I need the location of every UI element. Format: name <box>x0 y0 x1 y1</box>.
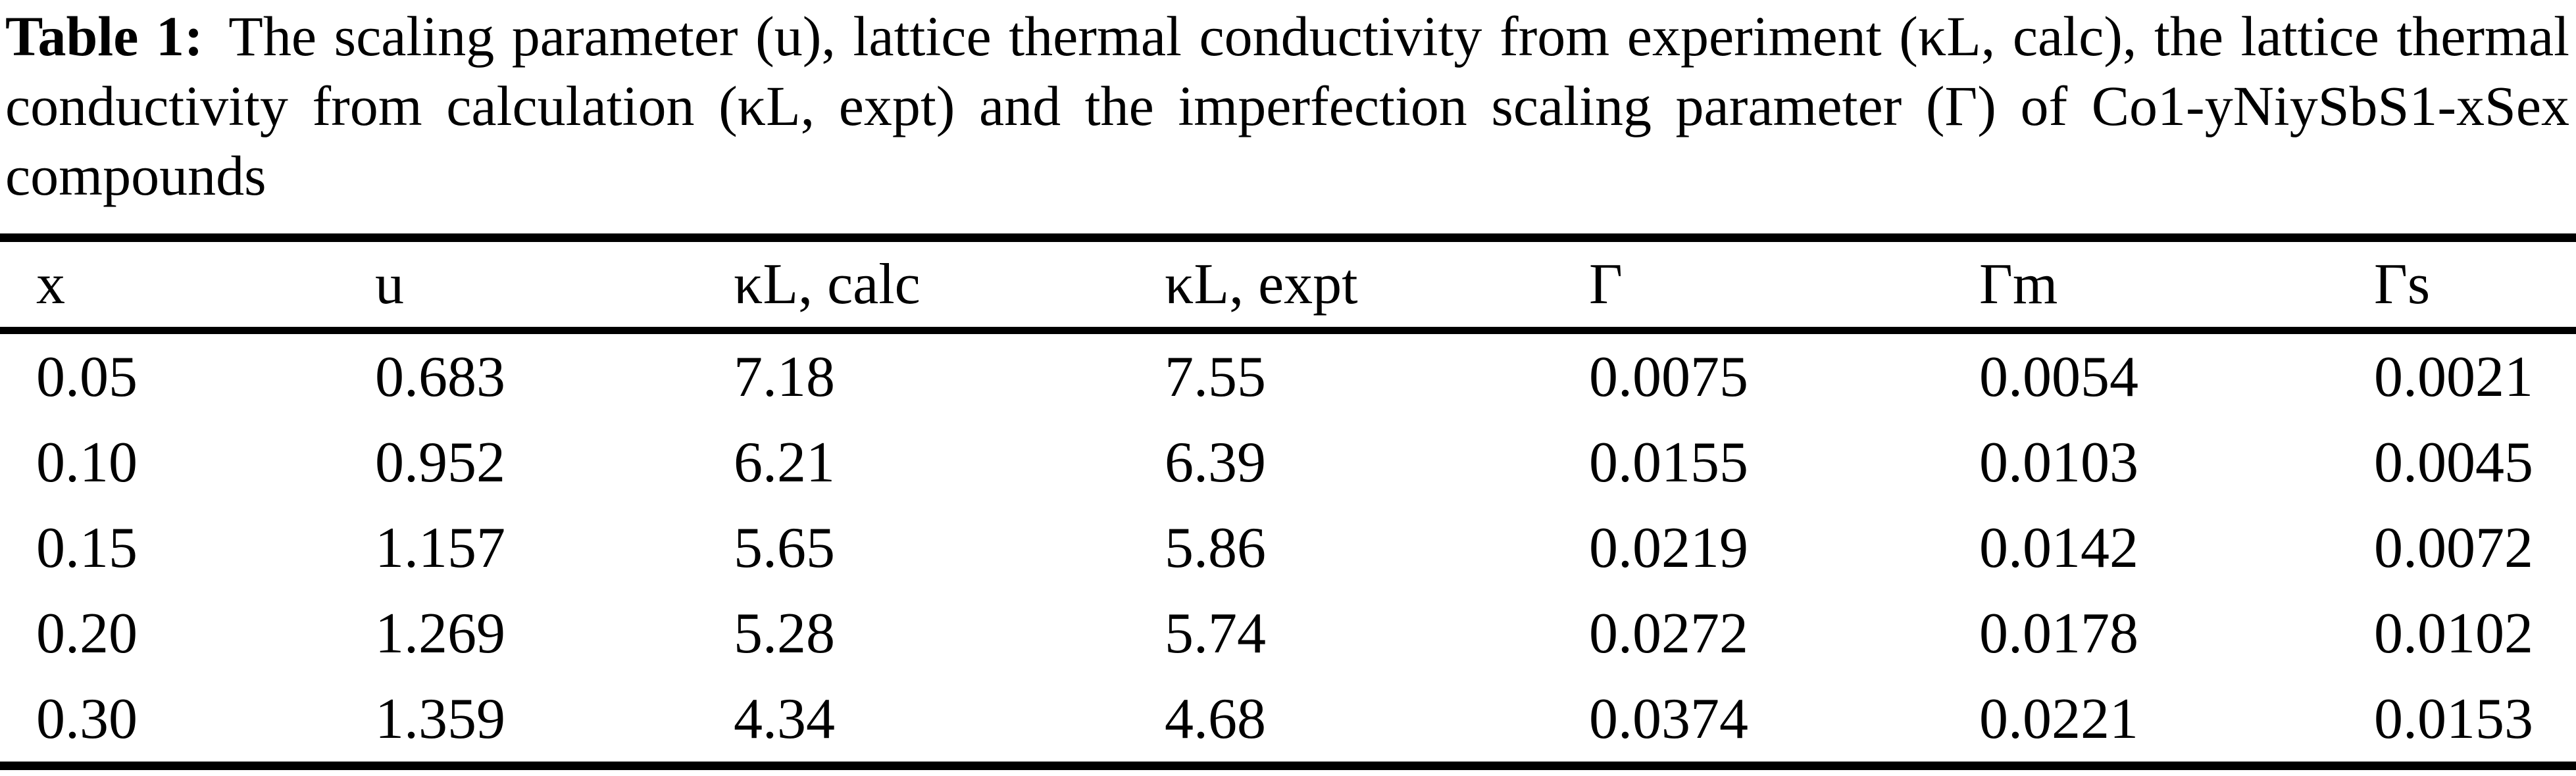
cell-kl-calc: 6.21 <box>734 430 835 495</box>
table-row: 0.05 0.683 7.18 7.55 0.0075 0.0054 0.002… <box>0 334 2576 420</box>
data-table: x u κL, calc κL, expt Γ Γm Γs 0.05 0.683… <box>0 233 2576 770</box>
cell-kl-expt: 4.68 <box>1165 687 1266 751</box>
cell-gamma-m: 0.0142 <box>1979 516 2138 580</box>
caption-line-2: conductivity from calculation (κL, expt)… <box>5 74 2569 137</box>
cell-u: 0.952 <box>375 430 505 495</box>
caption-line-1-text: The scaling parameter (u), lattice therm… <box>228 5 2570 68</box>
cell-u: 1.269 <box>375 601 505 666</box>
cell-u: 0.683 <box>375 345 505 409</box>
table-row: 0.30 1.359 4.34 4.68 0.0374 0.0221 0.015… <box>0 676 2576 762</box>
col-header-gamma-s: Γs <box>2374 253 2431 316</box>
cell-gamma: 0.0272 <box>1589 601 1748 666</box>
table-row: 0.15 1.157 5.65 5.86 0.0219 0.0142 0.007… <box>0 505 2576 591</box>
table-caption: Table 1: The scaling parameter (u), latti… <box>0 0 2576 210</box>
cell-x: 0.15 <box>36 516 138 580</box>
cell-u: 1.359 <box>375 687 505 751</box>
col-header-x: x <box>36 253 65 316</box>
cell-kl-calc: 7.18 <box>734 345 835 409</box>
col-header-gamma-m: Γm <box>1979 253 2058 316</box>
cell-gamma-s: 0.0045 <box>2374 430 2533 495</box>
cell-gamma-m: 0.0178 <box>1979 601 2138 666</box>
cell-u: 1.157 <box>375 516 505 580</box>
cell-gamma: 0.0075 <box>1589 345 1748 409</box>
caption-line-3: compounds <box>5 144 266 207</box>
cell-kl-calc: 5.28 <box>734 601 835 666</box>
cell-x: 0.05 <box>36 345 138 409</box>
cell-x: 0.10 <box>36 430 138 495</box>
cell-gamma-s: 0.0021 <box>2374 345 2533 409</box>
table-row: 0.10 0.952 6.21 6.39 0.0155 0.0103 0.004… <box>0 420 2576 505</box>
cell-gamma-m: 0.0221 <box>1979 687 2138 751</box>
cell-gamma-m: 0.0103 <box>1979 430 2138 495</box>
cell-gamma: 0.0155 <box>1589 430 1748 495</box>
table-header-row: x u κL, calc κL, expt Γ Γm Γs <box>0 242 2576 334</box>
cell-gamma-s: 0.0072 <box>2374 516 2533 580</box>
caption-line-1: Table 1: The scaling parameter (u), latti… <box>5 1 2569 71</box>
col-header-gamma: Γ <box>1589 253 1623 316</box>
cell-kl-calc: 4.34 <box>734 687 835 751</box>
cell-x: 0.20 <box>36 601 138 666</box>
cell-kl-calc: 5.65 <box>734 516 835 580</box>
table-row: 0.20 1.269 5.28 5.74 0.0272 0.0178 0.010… <box>0 591 2576 676</box>
cell-kl-expt: 5.74 <box>1165 601 1266 666</box>
table-number-label: Table 1: <box>5 5 203 68</box>
cell-kl-expt: 5.86 <box>1165 516 1266 580</box>
cell-gamma-s: 0.0102 <box>2374 601 2533 666</box>
cell-gamma-s: 0.0153 <box>2374 687 2533 751</box>
cell-kl-expt: 6.39 <box>1165 430 1266 495</box>
cell-kl-expt: 7.55 <box>1165 345 1266 409</box>
col-header-kl-calc: κL, calc <box>734 253 921 316</box>
cell-gamma: 0.0374 <box>1589 687 1748 751</box>
cell-x: 0.30 <box>36 687 138 751</box>
col-header-kl-expt: κL, expt <box>1165 253 1358 316</box>
col-header-u: u <box>375 253 404 316</box>
cell-gamma-m: 0.0054 <box>1979 345 2138 409</box>
cell-gamma: 0.0219 <box>1589 516 1748 580</box>
